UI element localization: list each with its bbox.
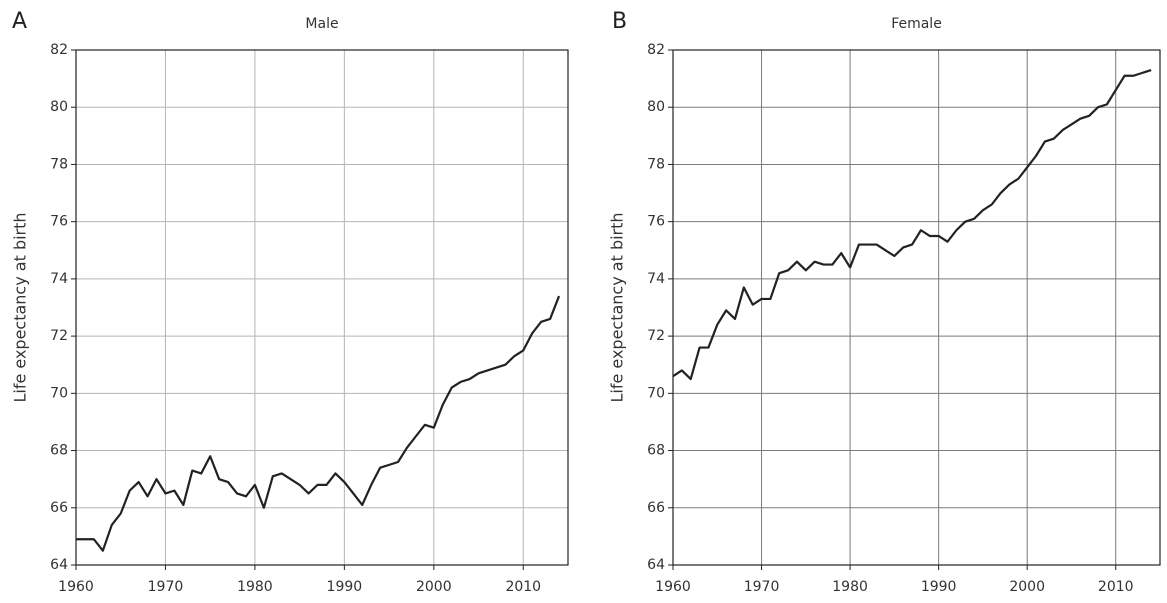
y-tick-label: 66 <box>50 500 68 516</box>
y-tick-label: 80 <box>50 99 68 115</box>
data-line <box>76 295 561 552</box>
x-tick-label: 2000 <box>1009 579 1045 595</box>
chart-title: Female <box>891 16 942 32</box>
x-tick-label: 1990 <box>921 579 957 595</box>
y-tick-label: 72 <box>647 328 665 344</box>
y-tick-label: 78 <box>647 156 665 172</box>
data-line <box>672 68 1152 381</box>
y-tick-label: 64 <box>50 557 68 573</box>
y-tick-label: 82 <box>50 42 68 58</box>
y-tick-label: 66 <box>647 500 665 516</box>
x-tick-label: 2010 <box>1098 579 1134 595</box>
panel-label: B <box>612 9 627 34</box>
x-tick-label: 1970 <box>744 579 780 595</box>
y-tick-label: 80 <box>647 99 665 115</box>
x-tick-label: 1960 <box>58 579 94 595</box>
x-tick-label: 1990 <box>327 579 363 595</box>
y-tick-label: 78 <box>50 156 68 172</box>
plot-frame <box>75 49 569 566</box>
y-tick-label: 70 <box>647 385 665 401</box>
x-tick-label: 2010 <box>505 579 541 595</box>
y-tick-label: 68 <box>50 443 68 459</box>
x-tick-label: 2000 <box>416 579 452 595</box>
x-tick-label: 1960 <box>655 579 691 595</box>
chart-title: Male <box>305 16 338 32</box>
x-tick-label: 1980 <box>237 579 273 595</box>
panel-label: A <box>12 9 27 34</box>
y-tick-label: 82 <box>647 42 665 58</box>
y-tick-label: 76 <box>647 214 665 230</box>
x-tick-label: 1970 <box>148 579 184 595</box>
y-tick-label: 64 <box>647 557 665 573</box>
y-tick-label: 76 <box>50 214 68 230</box>
y-tick-label: 70 <box>50 385 68 401</box>
y-tick-label: 74 <box>50 271 68 287</box>
y-axis-label: Life expectancy at birth <box>608 212 627 402</box>
y-tick-label: 74 <box>647 271 665 287</box>
plot-frame <box>672 49 1161 566</box>
y-tick-label: 68 <box>647 443 665 459</box>
y-axis-label: Life expectancy at birth <box>11 212 30 402</box>
y-tick-label: 72 <box>50 328 68 344</box>
x-tick-label: 1980 <box>832 579 868 595</box>
